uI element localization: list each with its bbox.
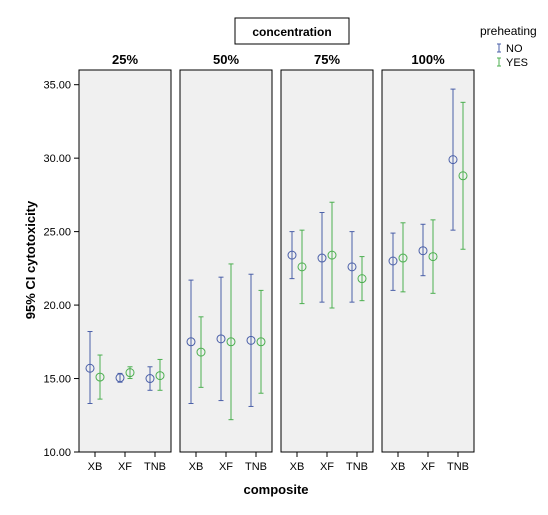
mean-marker (398, 253, 408, 263)
x-tick-label: XB (189, 461, 204, 473)
mean-marker (347, 262, 357, 272)
error-bar-no (448, 88, 458, 231)
x-tick-label: TNB (144, 461, 166, 473)
panel-25pct: 25% XB XF TNB (78, 52, 172, 473)
x-tick-label: XF (320, 461, 334, 473)
panel-background (280, 69, 374, 453)
legend: NO YES (497, 43, 528, 69)
facet-title: concentration (252, 25, 331, 39)
mean-marker (297, 262, 307, 272)
mean-marker (216, 334, 226, 344)
mean-marker (226, 337, 236, 347)
mean-marker (246, 335, 256, 345)
x-tick-label: XF (118, 461, 132, 473)
x-tick-label: XB (88, 461, 103, 473)
panel-50pct: 50% XB XF TNB (179, 52, 273, 473)
mean-marker (85, 363, 95, 373)
mean-marker (388, 256, 398, 266)
mean-marker (418, 246, 428, 256)
error-bar-no (186, 279, 196, 405)
x-tick-label: TNB (245, 461, 267, 473)
mean-marker (186, 337, 196, 347)
y-tick-label: 20.00 (43, 300, 71, 312)
mean-marker (327, 250, 337, 260)
panel-background (78, 69, 172, 453)
error-bar-yes (398, 222, 408, 293)
mean-marker (125, 368, 135, 378)
mean-marker (95, 372, 105, 382)
panel-100pct: 100% XB XF TNB (381, 52, 475, 473)
x-tick-label: XF (219, 461, 233, 473)
x-tick-label: XB (290, 461, 305, 473)
panel-title: 75% (314, 52, 340, 67)
mean-marker (287, 250, 297, 260)
error-bar-no (287, 231, 297, 280)
mean-marker (428, 252, 438, 262)
error-bar-no (145, 366, 155, 391)
error-bar-no (85, 331, 95, 405)
panel-title: 50% (213, 52, 239, 67)
error-bar-yes (428, 219, 438, 294)
error-bar-yes (297, 229, 307, 305)
mean-marker (357, 274, 367, 284)
error-bar-yes (357, 256, 367, 302)
x-tick-label: TNB (346, 461, 368, 473)
mean-marker (115, 373, 125, 383)
legend-label-yes: YES (506, 57, 528, 69)
y-tick-label: 30.00 (43, 153, 71, 165)
mean-marker (196, 347, 206, 357)
panel-title: 25% (112, 52, 138, 67)
error-bar-no (347, 231, 357, 303)
mean-marker (155, 371, 165, 381)
error-bar-no (388, 232, 398, 291)
error-bar-no (418, 223, 428, 277)
error-bar-yes (458, 101, 468, 250)
facet-title-box (234, 17, 350, 45)
panel-title: 100% (411, 52, 445, 67)
y-tick-label: 15.00 (43, 374, 71, 386)
x-axis-title: composite (243, 482, 308, 497)
mean-marker (145, 374, 155, 384)
error-bar-yes (125, 366, 135, 380)
error-bar-yes (196, 316, 206, 388)
x-tick-label: TNB (447, 461, 469, 473)
error-bar-yes (327, 201, 337, 309)
error-bar-no (115, 372, 125, 383)
y-tick-label: 10.00 (43, 447, 71, 459)
error-bar-yes (95, 354, 105, 400)
mean-marker (256, 337, 266, 347)
x-tick-label: XB (391, 461, 406, 473)
legend-title: preheating (480, 24, 537, 38)
mean-marker (458, 171, 468, 181)
error-bar-yes (256, 289, 266, 394)
mean-marker (448, 155, 458, 165)
legend-label-no: NO (506, 43, 523, 55)
panel-background (179, 69, 273, 453)
error-bar-yes (155, 358, 165, 391)
error-bar-no (246, 273, 256, 407)
y-tick-label: 25.00 (43, 227, 71, 239)
y-axis-title: 95% CI cytotoxicity (23, 200, 38, 319)
error-bar-no (317, 212, 327, 303)
error-bar-no (216, 276, 226, 402)
mean-marker (317, 253, 327, 263)
x-tick-label: XF (421, 461, 435, 473)
panel-75pct: 75% XB XF TNB (280, 52, 374, 473)
y-tick-label: 35.00 (43, 80, 71, 92)
y-axis: 10.00 15.00 20.00 25.00 30.00 35.00 (43, 80, 79, 459)
panel-background (381, 69, 475, 453)
error-bar-yes (226, 263, 236, 421)
panels: 25% XB XF TNB 50% XB XF TNB 75% XB XF TNB 100% XB XF TN… (78, 52, 475, 473)
